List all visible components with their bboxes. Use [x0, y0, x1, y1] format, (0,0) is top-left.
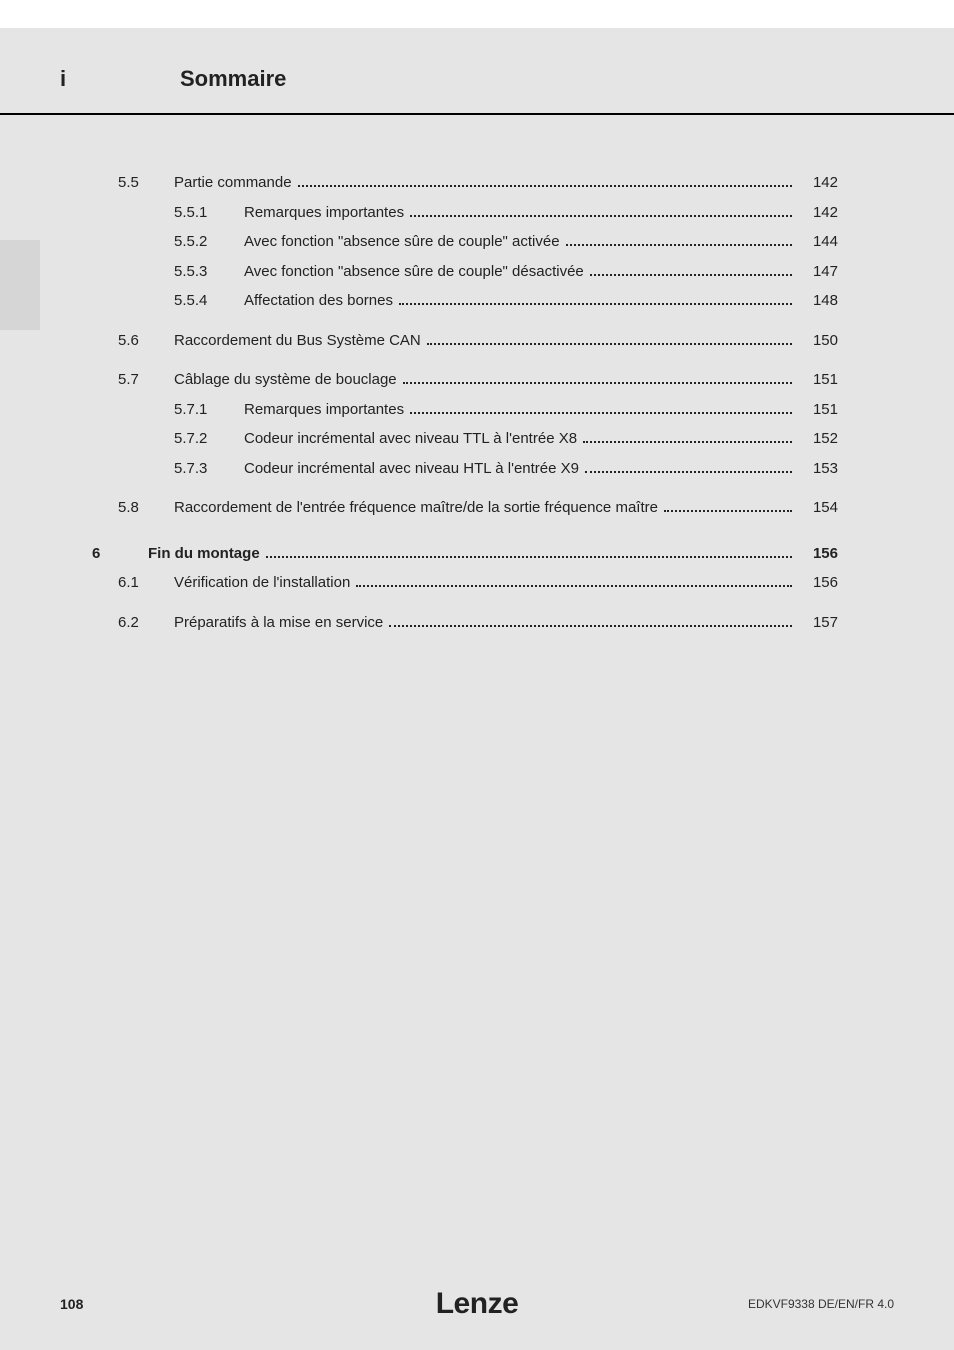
- brand-logo: Lenze: [436, 1287, 519, 1321]
- toc-text: Remarques importantes: [244, 200, 404, 226]
- toc-gap: [118, 525, 838, 541]
- header-title: Sommaire: [180, 66, 286, 92]
- toc-gap: [118, 600, 838, 610]
- toc-page: 154: [798, 495, 838, 521]
- toc-row[interactable]: 5.6Raccordement du Bus Système CAN 150: [118, 328, 838, 354]
- toc-row[interactable]: 5.5.3Avec fonction "absence sûre de coup…: [118, 259, 838, 285]
- toc-text: Avec fonction "absence sûre de couple" d…: [244, 259, 584, 285]
- toc-text: Préparatifs à la mise en service: [174, 610, 383, 636]
- toc-row[interactable]: 5.5.2Avec fonction "absence sûre de coup…: [118, 229, 838, 255]
- toc-number: 6.2: [118, 610, 174, 636]
- toc-row[interactable]: 6.2Préparatifs à la mise en service 157: [118, 610, 838, 636]
- toc-text: Raccordement du Bus Système CAN: [174, 328, 421, 354]
- toc-page: 151: [798, 397, 838, 423]
- toc-text: Remarques importantes: [244, 397, 404, 423]
- toc-text: Affectation des bornes: [244, 288, 393, 314]
- toc-number: 6.1: [118, 570, 174, 596]
- header-index-label: i: [60, 66, 180, 92]
- toc-leader: [266, 556, 792, 558]
- toc-gap: [118, 485, 838, 495]
- toc-page: 150: [798, 328, 838, 354]
- table-of-contents: 5.5Partie commande1425.5.1Remarques impo…: [118, 170, 838, 639]
- toc-row[interactable]: 6Fin du montage 156: [92, 541, 838, 567]
- toc-leader: [583, 441, 792, 443]
- toc-text: Codeur incrémental avec niveau TTL à l'e…: [244, 426, 577, 452]
- toc-page: 147: [798, 259, 838, 285]
- toc-text: Codeur incrémental avec niveau HTL à l'e…: [244, 456, 579, 482]
- toc-row[interactable]: 5.7.3Codeur incrémental avec niveau HTL …: [118, 456, 838, 482]
- toc-number: 5.5: [118, 170, 174, 196]
- toc-text: Fin du montage: [148, 541, 260, 567]
- toc-number: 5.7.3: [174, 456, 244, 482]
- toc-page: 156: [798, 541, 838, 567]
- toc-row[interactable]: 5.8Raccordement de l'entrée fréquence ma…: [118, 495, 838, 521]
- top-stripe: [0, 0, 954, 28]
- toc-number: 5.7: [118, 367, 174, 393]
- toc-text: Câblage du système de bouclage: [174, 367, 397, 393]
- toc-gap: [118, 357, 838, 367]
- toc-leader: [410, 215, 792, 217]
- toc-number: 5.5.4: [174, 288, 244, 314]
- toc-number: 5.5.2: [174, 229, 244, 255]
- toc-text: Avec fonction "absence sûre de couple" a…: [244, 229, 560, 255]
- toc-page: 157: [798, 610, 838, 636]
- side-tab: [0, 240, 40, 330]
- toc-page: 151: [798, 367, 838, 393]
- toc-row[interactable]: 5.5Partie commande 142: [118, 170, 838, 196]
- toc-number: 5.5.3: [174, 259, 244, 285]
- toc-number: 5.5.1: [174, 200, 244, 226]
- toc-leader: [410, 412, 792, 414]
- toc-row[interactable]: 6.1Vérification de l'installation 156: [118, 570, 838, 596]
- toc-row[interactable]: 5.7Câblage du système de bouclage 151: [118, 367, 838, 393]
- toc-leader: [389, 625, 792, 627]
- toc-row[interactable]: 5.5.4Affectation des bornes 148: [118, 288, 838, 314]
- toc-page: 148: [798, 288, 838, 314]
- document-code: EDKVF9338 DE/EN/FR 4.0: [748, 1297, 894, 1311]
- toc-page: 152: [798, 426, 838, 452]
- toc-leader: [427, 343, 792, 345]
- toc-page: 142: [798, 200, 838, 226]
- toc-page: 144: [798, 229, 838, 255]
- toc-page: 153: [798, 456, 838, 482]
- page-header: i Sommaire: [0, 45, 954, 115]
- toc-row[interactable]: 5.5.1Remarques importantes 142: [118, 200, 838, 226]
- toc-number: 6: [92, 541, 148, 567]
- toc-leader: [566, 244, 792, 246]
- toc-text: Raccordement de l'entrée fréquence maîtr…: [174, 495, 658, 521]
- page-number: 108: [60, 1296, 83, 1312]
- toc-text: Partie commande: [174, 170, 292, 196]
- toc-number: 5.6: [118, 328, 174, 354]
- toc-leader: [399, 303, 792, 305]
- toc-leader: [298, 185, 792, 187]
- toc-number: 5.8: [118, 495, 174, 521]
- toc-page: 156: [798, 570, 838, 596]
- toc-leader: [585, 471, 792, 473]
- toc-leader: [356, 585, 792, 587]
- toc-row[interactable]: 5.7.2Codeur incrémental avec niveau TTL …: [118, 426, 838, 452]
- toc-text: Vérification de l'installation: [174, 570, 350, 596]
- toc-number: 5.7.2: [174, 426, 244, 452]
- page-footer: 108 Lenze EDKVF9338 DE/EN/FR 4.0: [0, 1296, 954, 1312]
- toc-number: 5.7.1: [174, 397, 244, 423]
- toc-page: 142: [798, 170, 838, 196]
- toc-row[interactable]: 5.7.1Remarques importantes 151: [118, 397, 838, 423]
- toc-leader: [403, 382, 792, 384]
- toc-leader: [590, 274, 792, 276]
- toc-gap: [118, 318, 838, 328]
- toc-leader: [664, 510, 792, 512]
